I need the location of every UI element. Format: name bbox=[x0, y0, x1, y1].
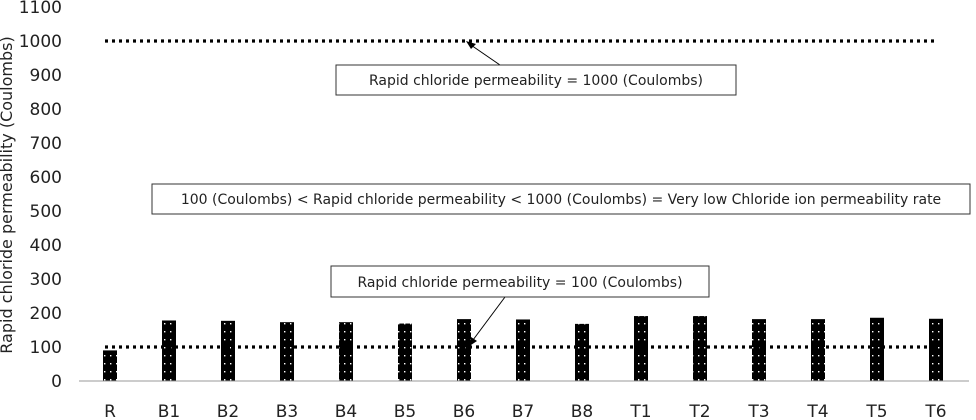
annotation-box-range bbox=[151, 183, 971, 215]
bar-T3 bbox=[752, 319, 766, 381]
y-tick-label: 300 bbox=[30, 270, 62, 290]
annotation-text-1000: Rapid chloride permeability = 1000 (Coul… bbox=[369, 73, 703, 89]
x-tick-label: T5 bbox=[865, 402, 887, 420]
bar-B5 bbox=[398, 323, 412, 381]
bar-series bbox=[103, 316, 943, 381]
y-tick-label: 1100 bbox=[19, 0, 62, 18]
arrowhead-1000 bbox=[466, 41, 476, 49]
x-tick-label: T6 bbox=[924, 402, 946, 420]
arrowhead-100 bbox=[468, 337, 477, 347]
x-tick-label: B7 bbox=[512, 402, 534, 420]
bar-B6 bbox=[457, 319, 471, 381]
y-tick-label: 200 bbox=[30, 304, 62, 324]
bar-B8 bbox=[575, 323, 589, 381]
bar-B2 bbox=[221, 320, 235, 381]
x-axis-ticks: R B1 B2 B3 B4 B5 B6 B7 B8 T1 T2 T3 T4 T5 T6 bbox=[104, 402, 947, 420]
y-tick-label: 700 bbox=[30, 134, 62, 154]
x-tick-label: T2 bbox=[688, 402, 710, 420]
reference-lines bbox=[105, 39, 938, 349]
bar-R bbox=[103, 350, 117, 381]
x-tick-label: B1 bbox=[158, 402, 180, 420]
y-tick-label: 1000 bbox=[19, 32, 62, 52]
x-tick-label: R bbox=[104, 402, 116, 420]
x-tick-label: B8 bbox=[571, 402, 593, 420]
x-tick-label: T4 bbox=[806, 402, 828, 420]
y-axis-label: Rapid chloride permeability (Coulombs) bbox=[0, 36, 16, 353]
y-tick-label: 600 bbox=[30, 168, 62, 188]
annotation-box-1000 bbox=[335, 64, 737, 96]
annotation-arrow-100 bbox=[469, 296, 506, 345]
x-tick-label: B5 bbox=[394, 402, 416, 420]
y-axis-ticks: 0 100 200 300 400 500 600 700 800 900 1000 1100 bbox=[19, 0, 62, 392]
bar-T5 bbox=[870, 317, 884, 381]
bar-T4 bbox=[811, 319, 825, 381]
y-tick-label: 400 bbox=[30, 236, 62, 256]
y-tick-label: 0 bbox=[51, 372, 62, 392]
y-tick-label: 800 bbox=[30, 100, 62, 120]
y-tick-label: 100 bbox=[30, 338, 62, 358]
x-tick-label: B3 bbox=[276, 402, 298, 420]
bar-B3 bbox=[280, 322, 294, 381]
annotation-box-100 bbox=[330, 265, 710, 298]
bar-B4 bbox=[339, 322, 353, 381]
annotation-arrow-1000 bbox=[467, 42, 501, 66]
y-tick-label: 500 bbox=[30, 202, 62, 222]
bar-T1 bbox=[634, 316, 648, 381]
y-tick-label: 900 bbox=[30, 66, 62, 86]
bar-T6 bbox=[929, 318, 943, 381]
bar-B1 bbox=[162, 320, 176, 381]
x-tick-label: B2 bbox=[217, 402, 239, 420]
x-tick-label: T3 bbox=[747, 402, 769, 420]
bar-B7 bbox=[516, 319, 530, 381]
x-tick-label: B6 bbox=[453, 402, 475, 420]
x-tick-label: B4 bbox=[335, 402, 357, 420]
x-tick-label: T1 bbox=[629, 402, 651, 420]
annotation-text-100: Rapid chloride permeability = 100 (Coulo… bbox=[357, 275, 682, 291]
annotation-text-range: 100 (Coulombs) < Rapid chloride permeabi… bbox=[181, 192, 941, 208]
